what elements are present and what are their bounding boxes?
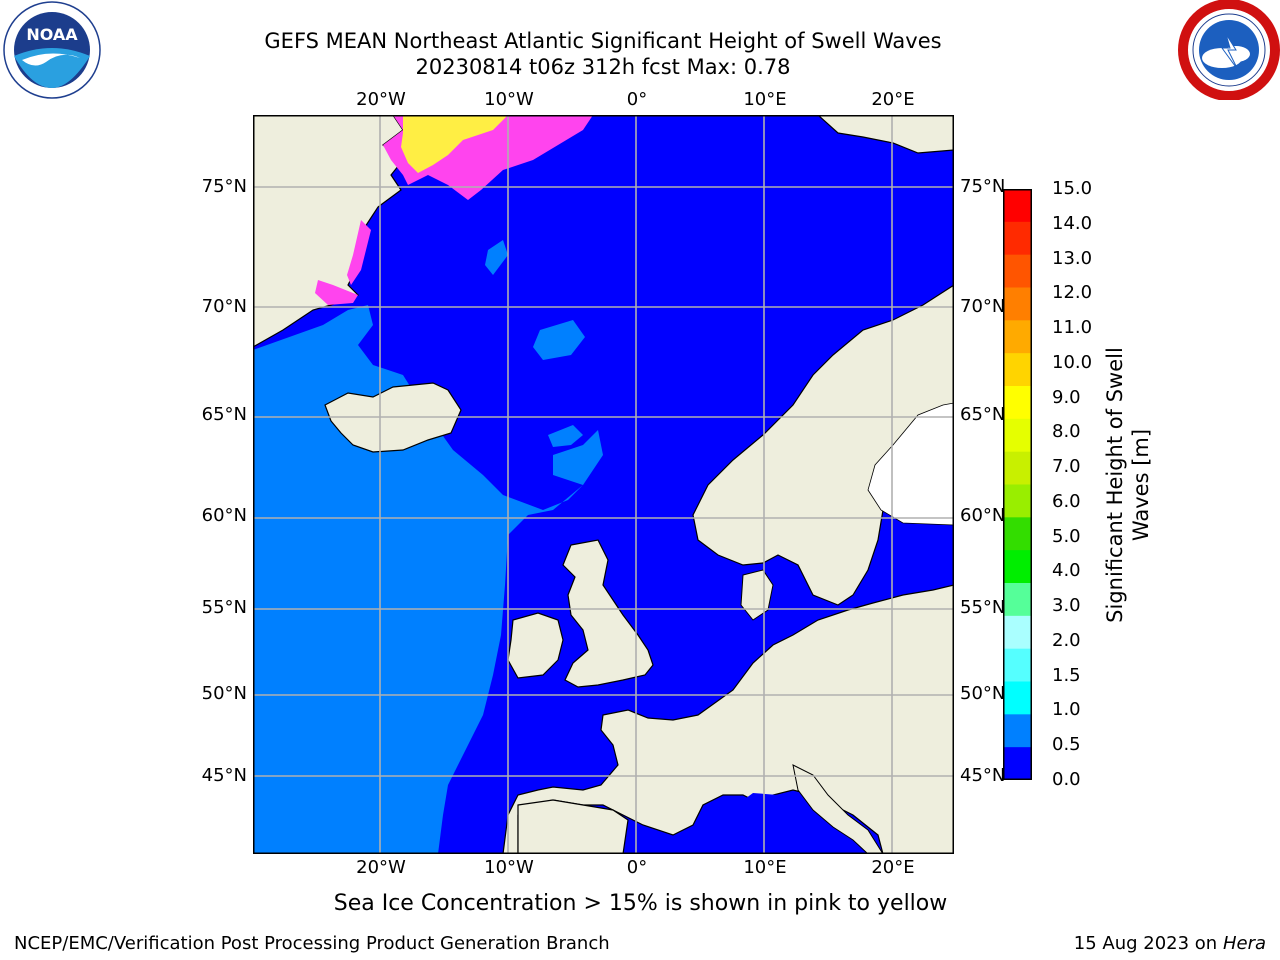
colorbar-tick-label: 7.0: [1052, 456, 1081, 478]
colorbar-segment: [1003, 583, 1032, 617]
lon-tick: 20°E: [871, 857, 915, 878]
colorbar-tick-label: 12.0: [1052, 282, 1093, 304]
lon-tick: 0°: [626, 857, 648, 878]
land-italy: [792, 764, 884, 854]
ocean-mid-patch: [533, 320, 585, 360]
lon-tick: 10°W: [484, 857, 534, 878]
colorbar-tick-label: 4.0: [1052, 560, 1081, 582]
colorbar-frame: [1003, 189, 1032, 780]
lon-tick: 20°W: [356, 857, 406, 878]
lon-tick: 10°E: [743, 857, 787, 878]
colorbar-segment: [1003, 648, 1032, 682]
lon-tick: 20°W: [356, 89, 406, 110]
lat-tick: 55°N: [960, 597, 1006, 618]
sea-ice-pink-fjord: [315, 280, 358, 305]
colorbar-segment: [1003, 615, 1032, 650]
colorbar-segment: [1003, 451, 1032, 485]
colorbar-segment: [1003, 747, 1032, 780]
lat-tick: 65°N: [201, 404, 247, 425]
colorbar-tick-label: 8.0: [1052, 421, 1081, 443]
graticule: [253, 115, 954, 854]
colorbar-tick-label: 1.0: [1052, 699, 1081, 721]
footer-host: Hera: [1222, 933, 1266, 954]
colorbar-segment: [1003, 517, 1032, 551]
land-ireland: [507, 612, 564, 679]
noaa-logo-text: NOAA: [26, 25, 78, 44]
noaa-logo: NOAA: [3, 1, 101, 99]
land-great-britain: [562, 539, 654, 688]
colorbar: [1003, 189, 1032, 780]
colorbar-tick-label: 15.0: [1052, 178, 1093, 199]
lat-tick: 50°N: [960, 683, 1006, 704]
ocean-mid-patch: [548, 425, 583, 447]
colorbar-tick-label: 2.0: [1052, 629, 1081, 651]
lat-tick: 45°N: [960, 765, 1006, 786]
land-svalbard: [817, 115, 954, 154]
colorbar-segment: [1003, 714, 1032, 748]
lat-tick: 55°N: [201, 597, 247, 618]
nws-logo: [1178, 0, 1280, 100]
lat-tick: 45°N: [201, 765, 247, 786]
lat-tick: 60°N: [960, 505, 1006, 526]
colorbar-tick-label: 10.0: [1052, 351, 1093, 373]
ice-bothnia: [867, 402, 954, 526]
ocean-mediterranean: [723, 793, 878, 854]
map-canvas: [253, 115, 954, 854]
lon-tick: 0°: [626, 89, 648, 110]
colorbar-segment: [1003, 254, 1032, 288]
colorbar-tick-label: 11.0: [1052, 317, 1093, 339]
ocean-mid-swell: [253, 305, 603, 854]
colorbar-segment: [1003, 550, 1032, 584]
sea-ice-pink-strip: [347, 220, 371, 285]
lat-tick: 70°N: [201, 296, 247, 317]
lat-tick: 60°N: [201, 505, 247, 526]
colorbar-segment: [1003, 221, 1032, 256]
colorbar-segment: [1003, 418, 1032, 453]
colorbar-segment: [1003, 287, 1032, 321]
colorbar-title: Significant Height of Swell Waves [m]: [1103, 347, 1153, 623]
colorbar-tick-label: 13.0: [1052, 247, 1093, 269]
colorbar-tick-label: 9.0: [1052, 386, 1081, 408]
colorbar-segment: [1003, 189, 1032, 223]
colorbar-tick-label: 0.5: [1052, 734, 1081, 756]
lat-tick: 65°N: [960, 404, 1006, 425]
colorbar-segment: [1003, 386, 1032, 420]
colorbar-segment: [1003, 353, 1032, 387]
chart-title: GEFS MEAN Northeast Atlantic Significant…: [264, 29, 942, 53]
land-denmark: [740, 569, 774, 621]
footer-date: 15 Aug 2023 on Hera: [1074, 933, 1266, 954]
sea-ice-caption: Sea Ice Concentration > 15% is shown in …: [333, 891, 948, 916]
lon-tick: 20°E: [871, 89, 915, 110]
map-frame: [253, 115, 954, 854]
ocean-mid-patch: [253, 595, 293, 635]
colorbar-segment: [1003, 681, 1032, 715]
ocean-mid-patch: [485, 240, 508, 275]
lat-tick: 70°N: [960, 296, 1006, 317]
lat-tick: 50°N: [201, 683, 247, 704]
land-iberia: [517, 799, 629, 854]
colorbar-tick-label: 6.0: [1052, 490, 1081, 512]
colorbar-tick-label: 3.0: [1052, 595, 1081, 617]
footer-date-text: 15 Aug 2023 on: [1073, 933, 1218, 954]
lat-tick: 75°N: [960, 176, 1006, 197]
lon-tick: 10°E: [743, 89, 787, 110]
colorbar-tick-label: 1.5: [1052, 664, 1081, 686]
footer-producer: NCEP/EMC/Verification Post Processing Pr…: [14, 933, 610, 954]
sea-ice-yellow: [401, 115, 508, 173]
colorbar-segment: [1003, 484, 1032, 518]
colorbar-tick-label: 14.0: [1052, 212, 1093, 234]
lat-tick: 75°N: [201, 176, 247, 197]
colorbar-tick-label: 0.0: [1052, 769, 1081, 790]
colorbar-tick-label: 5.0: [1052, 525, 1081, 547]
colorbar-segment: [1003, 320, 1032, 354]
lon-tick: 10°W: [484, 89, 534, 110]
chart-subtitle: 20230814 t06z 312h fcst Max: 0.78: [415, 55, 791, 79]
